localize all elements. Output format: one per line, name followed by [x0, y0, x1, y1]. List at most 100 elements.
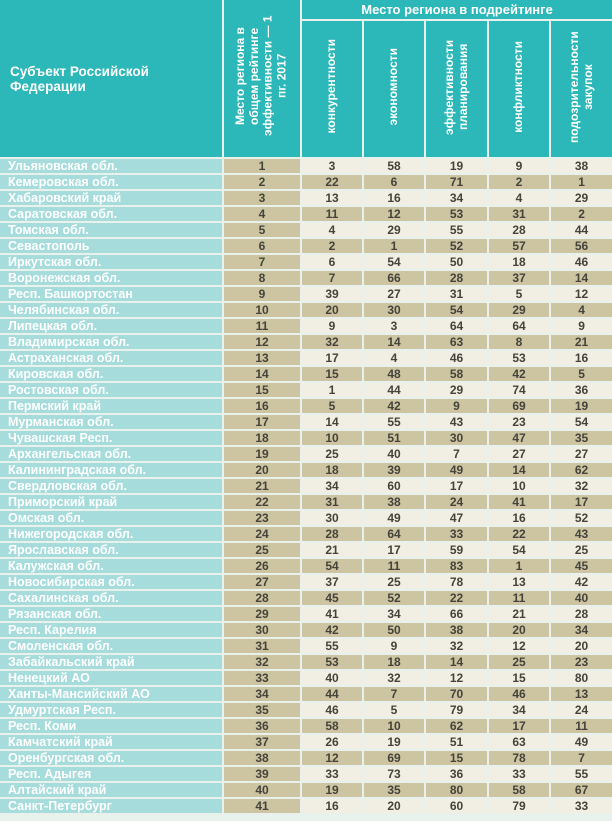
- region-name-cell: Омская обл.: [0, 511, 222, 525]
- subrating-value-cell: 17: [426, 479, 487, 493]
- table-row: Респ. Адыгея 39 33 73 36 33 55: [0, 767, 612, 781]
- subrating-value-cell: 64: [426, 319, 487, 333]
- subrating-value-cell: 21: [302, 543, 362, 557]
- subrating-header-economy: экономности: [364, 21, 424, 157]
- subrating-value-cell: 52: [426, 239, 487, 253]
- subrating-value-cell: 41: [302, 607, 362, 621]
- table-row: Калининградская обл. 20 18 39 49 14 62: [0, 463, 612, 477]
- subrating-value-cell: 27: [551, 447, 612, 461]
- table-row: Липецкая обл. 11 9 3 64 64 9: [0, 319, 612, 333]
- subrating-value-cell: 10: [364, 719, 424, 733]
- subrating-value-cell: 5: [364, 703, 424, 717]
- overall-rank-cell: 27: [224, 575, 300, 589]
- subrating-value-cell: 45: [551, 559, 612, 573]
- subrating-value-cell: 35: [364, 783, 424, 797]
- subrating-value-cell: 19: [426, 159, 487, 173]
- subrating-value-cell: 55: [302, 639, 362, 653]
- table-row: Смоленская обл. 31 55 9 32 12 20: [0, 639, 612, 653]
- overall-rank-cell: 5: [224, 223, 300, 237]
- subrating-value-cell: 64: [489, 319, 549, 333]
- overall-rank-cell: 4: [224, 207, 300, 221]
- subrating-group-header: Место региона в подрейтинге: [302, 0, 612, 19]
- subrating-value-cell: 48: [364, 367, 424, 381]
- subrating-value-cell: 29: [489, 303, 549, 317]
- subrating-value-cell: 54: [551, 415, 612, 429]
- subrating-value-cell: 53: [302, 655, 362, 669]
- region-name-cell: Приморский край: [0, 495, 222, 509]
- subrating-value-cell: 39: [364, 463, 424, 477]
- subrating-value-cell: 23: [489, 415, 549, 429]
- subrating-value-cell: 32: [551, 479, 612, 493]
- table-row: Челябинская обл. 10 20 30 54 29 4: [0, 303, 612, 317]
- table-row: Астраханская обл. 13 17 4 46 53 16: [0, 351, 612, 365]
- subrating-value-cell: 40: [364, 447, 424, 461]
- overall-rank-cell: 36: [224, 719, 300, 733]
- subrating-value-cell: 69: [364, 751, 424, 765]
- subrating-value-cell: 33: [551, 799, 612, 813]
- subrating-value-cell: 10: [489, 479, 549, 493]
- subrating-value-cell: 1: [364, 239, 424, 253]
- region-name-cell: Нижегородская обл.: [0, 527, 222, 541]
- overall-rank-cell: 11: [224, 319, 300, 333]
- table-row: Ульяновская обл. 1 3 58 19 9 38: [0, 159, 612, 173]
- subrating-header-conflict-label: конфликтности: [511, 40, 526, 133]
- subrating-value-cell: 29: [551, 191, 612, 205]
- subrating-value-cell: 42: [551, 575, 612, 589]
- subrating-value-cell: 66: [426, 607, 487, 621]
- subrating-value-cell: 63: [426, 335, 487, 349]
- subrating-value-cell: 17: [551, 495, 612, 509]
- subrating-value-cell: 11: [364, 559, 424, 573]
- subrating-value-cell: 3: [302, 159, 362, 173]
- subrating-value-cell: 12: [364, 207, 424, 221]
- subrating-value-cell: 78: [489, 751, 549, 765]
- subrating-value-cell: 19: [551, 399, 612, 413]
- subrating-value-cell: 52: [551, 511, 612, 525]
- region-name-cell: Сахалинская обл.: [0, 591, 222, 605]
- subrating-value-cell: 28: [426, 271, 487, 285]
- overall-rank-cell: 8: [224, 271, 300, 285]
- table-row: Ненецкий АО 33 40 32 12 15 80: [0, 671, 612, 685]
- subrating-value-cell: 42: [489, 367, 549, 381]
- subrating-value-cell: 54: [302, 559, 362, 573]
- overall-rank-cell: 15: [224, 383, 300, 397]
- overall-rank-column-header-label: Место региона в общем рейтинге эффективн…: [233, 15, 289, 137]
- overall-rank-cell: 13: [224, 351, 300, 365]
- subrating-value-cell: 79: [489, 799, 549, 813]
- subrating-value-cell: 14: [426, 655, 487, 669]
- table-body: Ульяновская обл. 1 3 58 19 9 38 Кемеровс…: [0, 159, 612, 813]
- region-name-cell: Челябинская обл.: [0, 303, 222, 317]
- overall-rank-cell: 23: [224, 511, 300, 525]
- subrating-value-cell: 28: [551, 607, 612, 621]
- region-name-cell: Севастополь: [0, 239, 222, 253]
- overall-rank-cell: 25: [224, 543, 300, 557]
- overall-rank-cell: 32: [224, 655, 300, 669]
- overall-rank-cell: 34: [224, 687, 300, 701]
- subrating-value-cell: 60: [364, 479, 424, 493]
- subrating-value-cell: 58: [426, 367, 487, 381]
- region-name-cell: Владимирская обл.: [0, 335, 222, 349]
- subrating-value-cell: 44: [302, 687, 362, 701]
- subrating-value-cell: 36: [551, 383, 612, 397]
- table-row: Камчатский край 37 26 19 51 63 49: [0, 735, 612, 749]
- region-name-cell: Томская обл.: [0, 223, 222, 237]
- overall-rank-cell: 31: [224, 639, 300, 653]
- region-name-cell: Кемеровская обл.: [0, 175, 222, 189]
- region-name-cell: Смоленская обл.: [0, 639, 222, 653]
- overall-rank-cell: 7: [224, 255, 300, 269]
- subrating-value-cell: 22: [489, 527, 549, 541]
- region-name-cell: Липецкая обл.: [0, 319, 222, 333]
- subrating-value-cell: 4: [551, 303, 612, 317]
- region-name-cell: Калининградская обл.: [0, 463, 222, 477]
- overall-rank-cell: 17: [224, 415, 300, 429]
- subrating-value-cell: 14: [364, 335, 424, 349]
- region-name-cell: Респ. Карелия: [0, 623, 222, 637]
- subrating-value-cell: 32: [302, 335, 362, 349]
- subrating-value-cell: 18: [489, 255, 549, 269]
- overall-rank-cell: 12: [224, 335, 300, 349]
- subrating-value-cell: 6: [302, 255, 362, 269]
- table-row: Саратовская обл. 4 11 12 53 31 2: [0, 207, 612, 221]
- subrating-value-cell: 1: [302, 383, 362, 397]
- subrating-value-cell: 20: [551, 639, 612, 653]
- subrating-value-cell: 37: [302, 575, 362, 589]
- subrating-value-cell: 2: [489, 175, 549, 189]
